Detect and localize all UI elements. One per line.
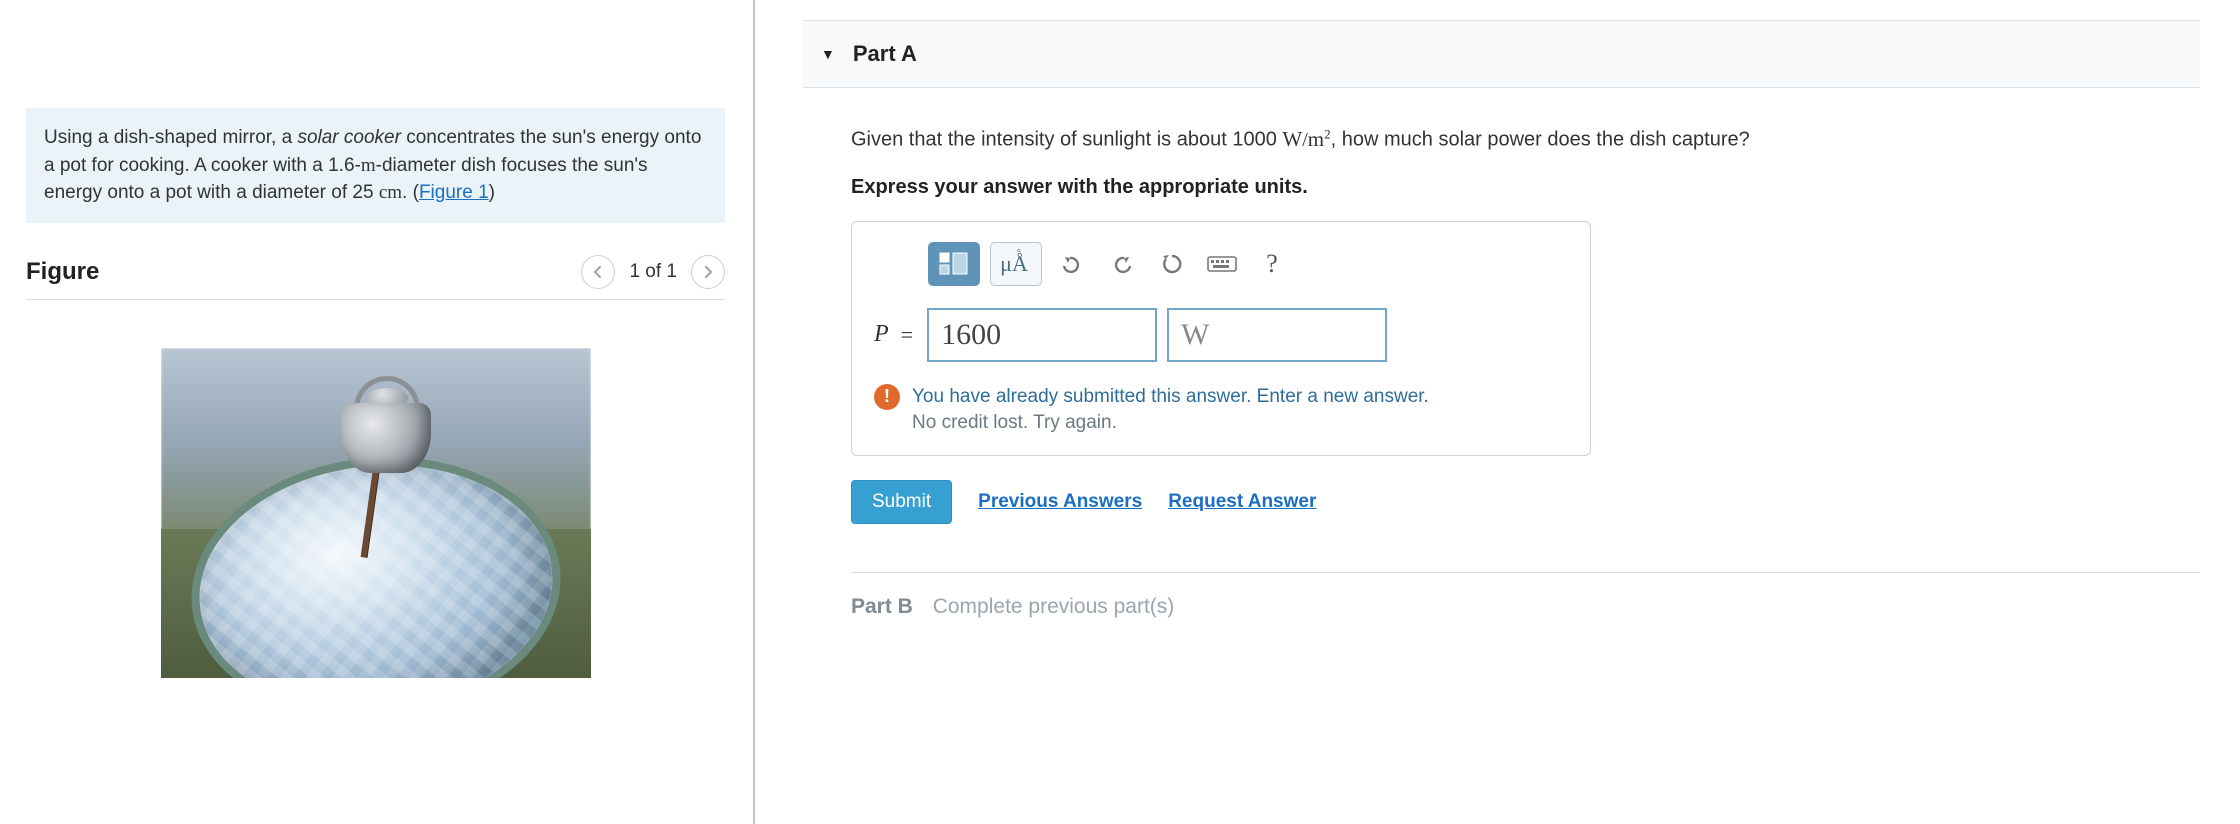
help-button[interactable]: ? bbox=[1252, 244, 1292, 284]
answer-row: P = bbox=[874, 308, 1568, 362]
figure-link[interactable]: Figure 1 bbox=[419, 182, 489, 203]
part-b-label: Part B bbox=[851, 595, 913, 618]
actions-row: Submit Previous Answers Request Answer bbox=[851, 480, 2200, 524]
question-text: Given that the intensity of sunlight is … bbox=[851, 126, 2200, 152]
problem-text: Using a dish-shaped mirror, a solar cook… bbox=[44, 127, 701, 203]
right-pane: ▼ Part A Given that the intensity of sun… bbox=[755, 0, 2240, 824]
symbols-label: μÅ bbox=[1000, 251, 1028, 277]
question-suffix: , how much solar power does the dish cap… bbox=[1331, 129, 1750, 151]
keyboard-button[interactable] bbox=[1202, 244, 1242, 284]
problem-tail: ) bbox=[489, 182, 495, 203]
submit-button[interactable]: Submit bbox=[851, 480, 952, 524]
figure-header: Figure 1 of 1 bbox=[26, 255, 725, 300]
figure-title: Figure bbox=[26, 258, 99, 286]
figure-image bbox=[161, 348, 591, 678]
templates-button[interactable] bbox=[928, 242, 980, 286]
figure-area bbox=[26, 348, 725, 678]
part-a-body: Given that the intensity of sunlight is … bbox=[803, 88, 2200, 619]
part-a-header[interactable]: ▼ Part A bbox=[803, 20, 2200, 88]
figure-prev-button[interactable] bbox=[581, 255, 615, 289]
previous-answers-link[interactable]: Previous Answers bbox=[978, 491, 1142, 513]
answer-variable: P bbox=[874, 321, 889, 348]
equals-sign: = bbox=[901, 322, 913, 348]
part-a-label: Part A bbox=[853, 41, 917, 67]
figure-nav: 1 of 1 bbox=[581, 255, 725, 289]
symbols-button[interactable]: μÅ ° bbox=[990, 242, 1042, 286]
part-b-row: Part B Complete previous part(s) bbox=[851, 572, 2200, 619]
answer-toolbar: μÅ ° ? bbox=[928, 242, 1568, 286]
undo-button[interactable] bbox=[1052, 244, 1092, 284]
feedback-line2: No credit lost. Try again. bbox=[912, 410, 1429, 437]
reset-button[interactable] bbox=[1152, 244, 1192, 284]
feedback: ! You have already submitted this answer… bbox=[874, 384, 1568, 437]
question-units: W/m2 bbox=[1282, 129, 1330, 151]
feedback-line1: You have already submitted this answer. … bbox=[912, 384, 1429, 411]
problem-statement: Using a dish-shaped mirror, a solar cook… bbox=[26, 108, 725, 223]
feedback-text: You have already submitted this answer. … bbox=[912, 384, 1429, 437]
answer-unit-input[interactable] bbox=[1167, 308, 1387, 362]
figure-counter: 1 of 1 bbox=[629, 261, 677, 283]
figure-next-button[interactable] bbox=[691, 255, 725, 289]
answer-value-input[interactable] bbox=[927, 308, 1157, 362]
part-b-note: Complete previous part(s) bbox=[933, 595, 1175, 618]
question-prefix: Given that the intensity of sunlight is … bbox=[851, 129, 1282, 151]
answer-panel: μÅ ° ? P bbox=[851, 221, 1591, 456]
redo-button[interactable] bbox=[1102, 244, 1142, 284]
alert-icon: ! bbox=[874, 384, 900, 410]
collapse-icon: ▼ bbox=[821, 46, 835, 62]
express-instruction: Express your answer with the appropriate… bbox=[851, 176, 2200, 199]
left-pane: Using a dish-shaped mirror, a solar cook… bbox=[0, 0, 755, 824]
request-answer-link[interactable]: Request Answer bbox=[1168, 491, 1316, 513]
